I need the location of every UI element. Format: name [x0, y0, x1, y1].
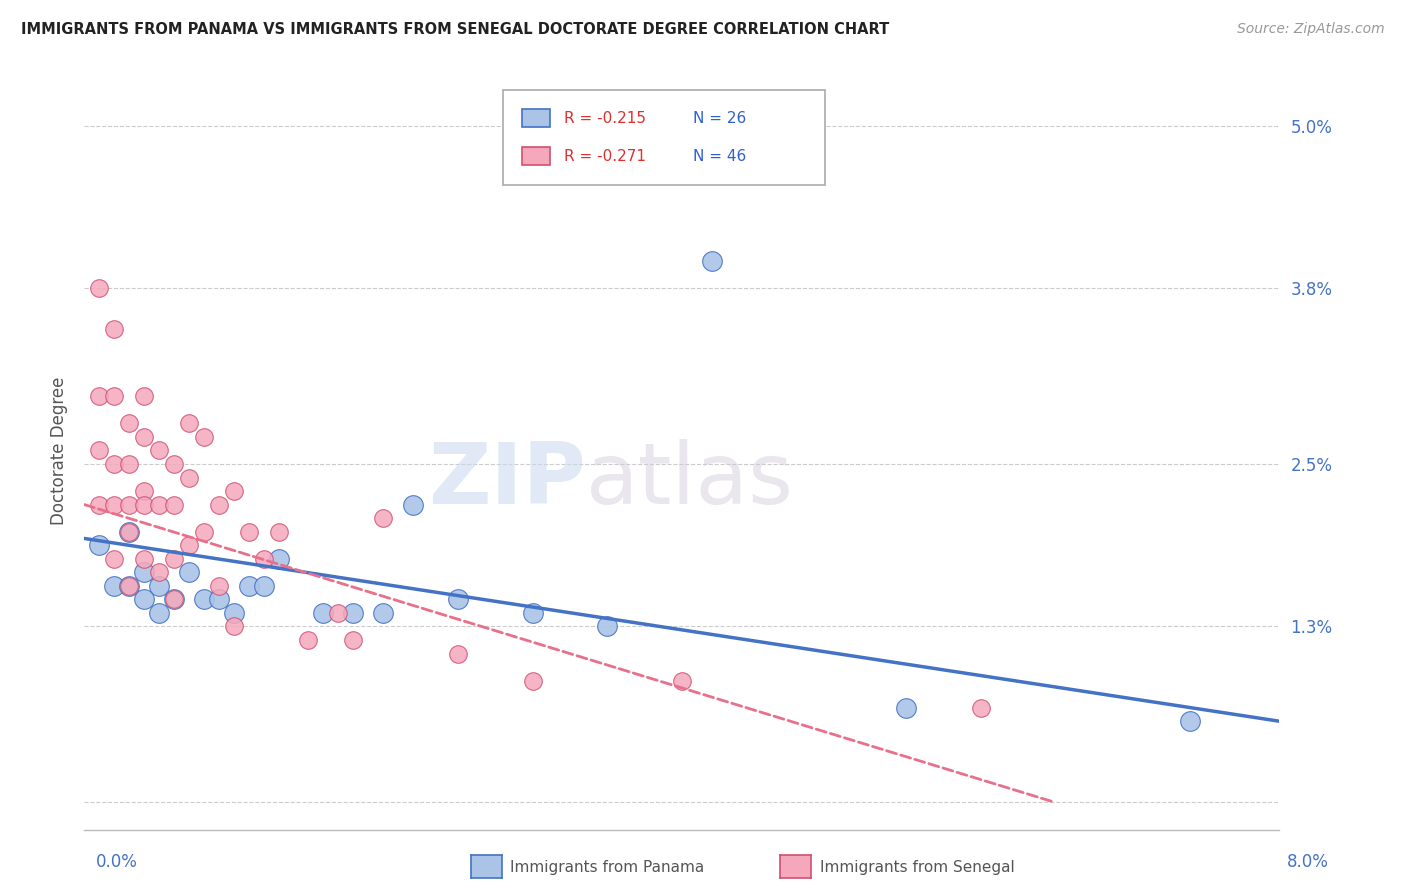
Point: [118, 457, 141, 471]
Point: [894, 700, 917, 714]
Point: [103, 579, 125, 593]
Point: [342, 633, 364, 648]
Text: Immigrants from Panama: Immigrants from Panama: [510, 860, 704, 874]
Point: [118, 498, 141, 512]
Point: [132, 484, 156, 499]
Point: [89, 538, 111, 552]
Point: [103, 551, 125, 566]
Point: [253, 551, 276, 566]
Point: [177, 417, 200, 431]
Point: [177, 538, 200, 552]
Point: [208, 579, 231, 593]
Point: [208, 498, 231, 512]
Point: [163, 592, 186, 607]
Text: N = 46: N = 46: [693, 149, 747, 164]
Point: [297, 633, 319, 648]
Point: [596, 619, 619, 633]
Point: [222, 606, 245, 620]
Point: [89, 498, 111, 512]
Text: atlas: atlas: [586, 439, 794, 523]
Point: [132, 430, 156, 444]
Point: [447, 647, 470, 661]
Point: [148, 579, 170, 593]
Text: Immigrants from Senegal: Immigrants from Senegal: [820, 860, 1015, 874]
Text: 0.0%: 0.0%: [96, 853, 138, 871]
Point: [103, 321, 125, 335]
Point: [193, 524, 215, 539]
Point: [118, 524, 141, 539]
Point: [89, 389, 111, 403]
Point: [193, 430, 215, 444]
Point: [163, 551, 186, 566]
Point: [253, 579, 276, 593]
Point: [132, 498, 156, 512]
Point: [132, 389, 156, 403]
Point: [103, 457, 125, 471]
Point: [402, 498, 425, 512]
Point: [89, 281, 111, 295]
Point: [177, 566, 200, 580]
Point: [342, 606, 364, 620]
Text: N = 26: N = 26: [693, 111, 747, 126]
Point: [118, 417, 141, 431]
Point: [163, 498, 186, 512]
Point: [267, 551, 290, 566]
Text: Source: ZipAtlas.com: Source: ZipAtlas.com: [1237, 22, 1385, 37]
Point: [671, 673, 693, 688]
Point: [222, 484, 245, 499]
Point: [193, 592, 215, 607]
Point: [132, 551, 156, 566]
Point: [163, 457, 186, 471]
Point: [238, 579, 260, 593]
Text: ZIP: ZIP: [429, 439, 586, 523]
Point: [700, 253, 723, 268]
Point: [118, 579, 141, 593]
Point: [148, 498, 170, 512]
Point: [103, 389, 125, 403]
Point: [118, 579, 141, 593]
Text: 8.0%: 8.0%: [1286, 853, 1329, 871]
Point: [148, 606, 170, 620]
FancyBboxPatch shape: [522, 147, 551, 165]
Point: [373, 606, 395, 620]
Point: [163, 592, 186, 607]
Point: [447, 592, 470, 607]
Text: IMMIGRANTS FROM PANAMA VS IMMIGRANTS FROM SENEGAL DOCTORATE DEGREE CORRELATION C: IMMIGRANTS FROM PANAMA VS IMMIGRANTS FRO…: [21, 22, 890, 37]
Point: [222, 619, 245, 633]
Point: [148, 566, 170, 580]
Point: [312, 606, 335, 620]
Point: [267, 524, 290, 539]
Point: [328, 606, 350, 620]
Point: [373, 511, 395, 525]
Point: [118, 524, 141, 539]
Point: [970, 700, 993, 714]
FancyBboxPatch shape: [503, 90, 825, 186]
FancyBboxPatch shape: [522, 110, 551, 128]
Point: [103, 498, 125, 512]
Point: [238, 524, 260, 539]
Point: [1178, 714, 1201, 729]
Text: R = -0.215: R = -0.215: [564, 111, 645, 126]
Text: R = -0.271: R = -0.271: [564, 149, 645, 164]
Point: [89, 443, 111, 458]
Point: [148, 443, 170, 458]
Y-axis label: Doctorate Degree: Doctorate Degree: [51, 376, 69, 524]
Point: [522, 673, 544, 688]
Point: [177, 470, 200, 484]
Point: [132, 566, 156, 580]
Point: [208, 592, 231, 607]
Point: [132, 592, 156, 607]
Point: [522, 606, 544, 620]
